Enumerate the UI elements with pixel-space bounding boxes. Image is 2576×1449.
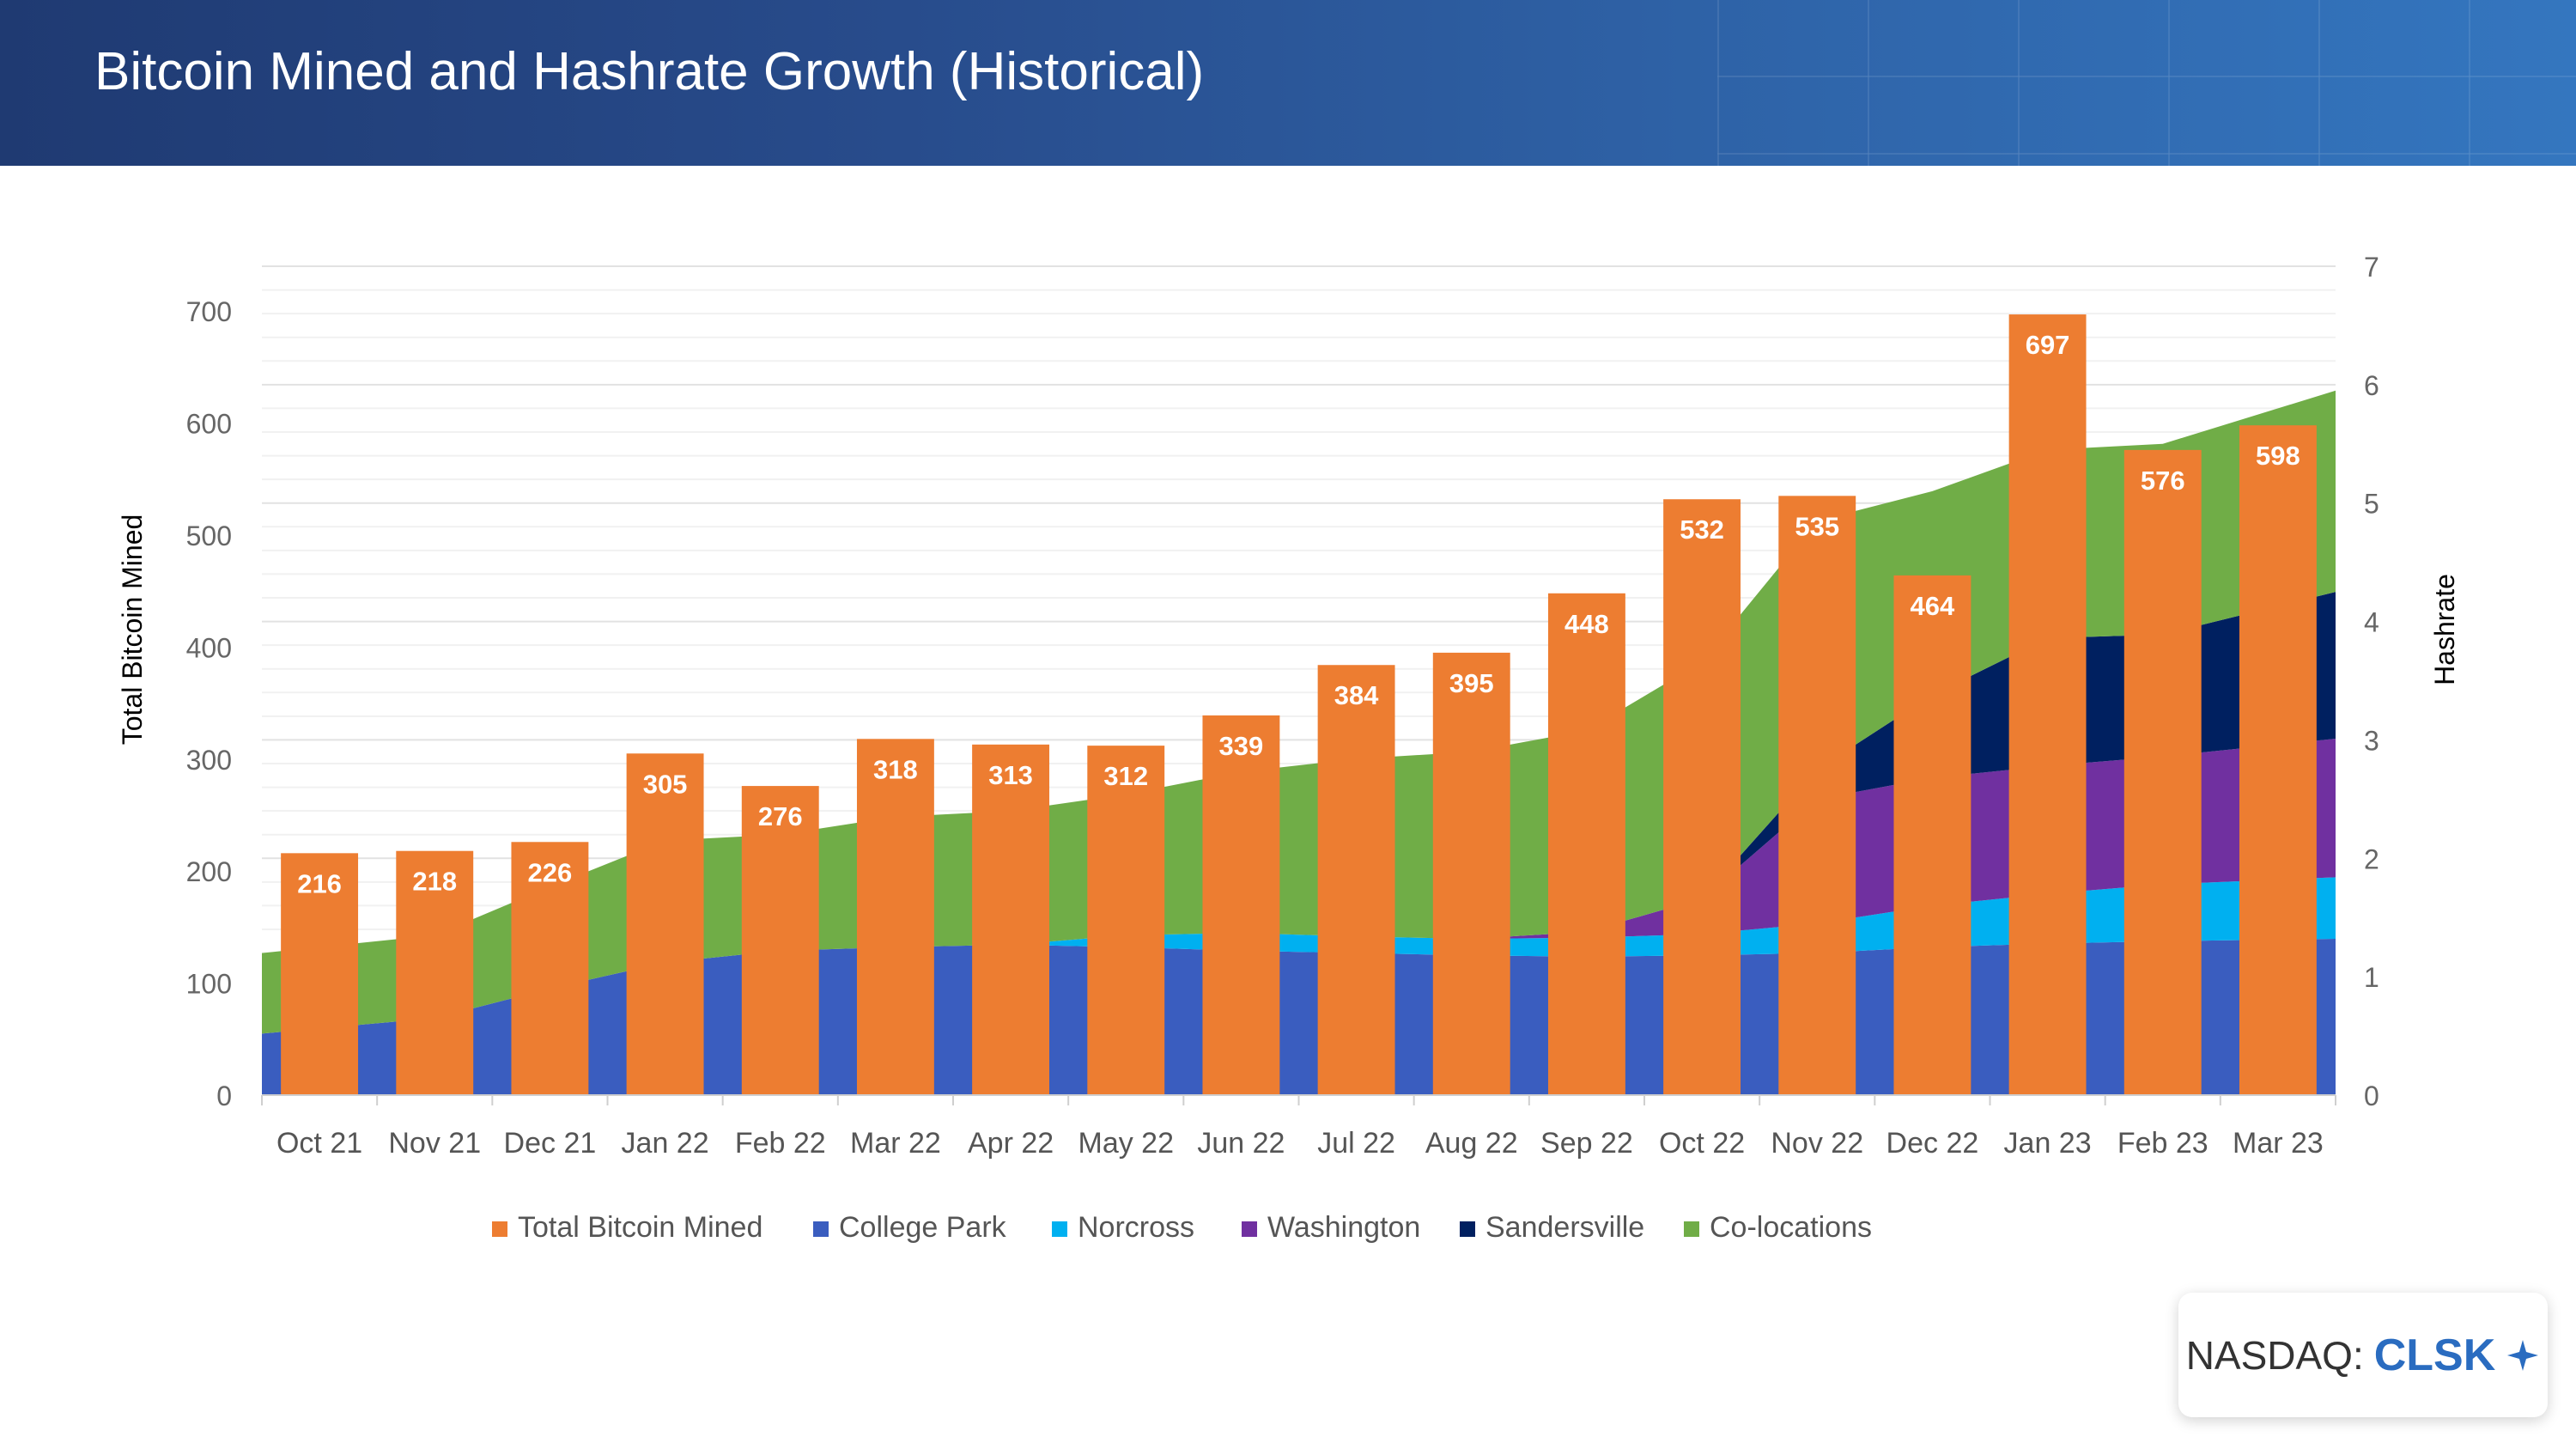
bar <box>2239 425 2317 1096</box>
y2-tick-label: 4 <box>2364 607 2379 638</box>
y-tick-label: 200 <box>186 856 232 887</box>
x-tick-label: Dec 22 <box>1886 1127 1979 1160</box>
bar <box>1317 665 1395 1095</box>
bar <box>2123 449 2202 1095</box>
legend-swatch <box>813 1221 829 1237</box>
x-tick-label: Sep 22 <box>1540 1127 1633 1160</box>
x-tick-label: Jan 22 <box>622 1127 709 1160</box>
header-pattern <box>1717 0 2576 166</box>
bar-data-label: 318 <box>873 754 918 784</box>
legend-swatch <box>492 1221 507 1237</box>
x-tick-label: May 22 <box>1078 1127 1175 1160</box>
legend-swatch <box>1242 1221 1257 1237</box>
x-tick-label: Jun 22 <box>1197 1127 1285 1160</box>
bar <box>1893 575 1971 1095</box>
bar <box>396 850 474 1095</box>
y2-tick-label: 1 <box>2364 962 2379 993</box>
exchange-label: NASDAQ: <box>2185 1332 2364 1378</box>
x-tick-label: Oct 22 <box>1659 1127 1745 1160</box>
legend-label: Total Bitcoin Mined <box>518 1211 762 1244</box>
bar-data-label: 276 <box>758 801 803 831</box>
bar <box>281 853 359 1095</box>
x-tick-label: Nov 21 <box>388 1127 481 1160</box>
bar-data-label: 305 <box>643 769 688 799</box>
bar <box>1202 715 1280 1095</box>
ticker-symbol: CLSK <box>2373 1330 2496 1380</box>
bar <box>1663 499 1741 1095</box>
bar-data-label: 339 <box>1219 731 1264 761</box>
y2-tick-label: 7 <box>2364 252 2379 283</box>
y2-tick-label: 6 <box>2364 370 2379 401</box>
bar <box>2008 314 2087 1095</box>
bar-data-label: 464 <box>1911 591 1955 621</box>
y2-tick-label: 2 <box>2364 843 2379 874</box>
legend-label: Norcross <box>1078 1211 1194 1244</box>
bar <box>1432 652 1510 1095</box>
bar <box>741 786 819 1095</box>
y-tick-label: 500 <box>186 521 232 551</box>
y2-tick-label: 0 <box>2364 1081 2379 1111</box>
bar <box>626 753 704 1095</box>
bar <box>1087 746 1165 1095</box>
x-tick-label: Jul 22 <box>1317 1127 1395 1160</box>
y2-axis-title: Hashrate <box>2429 574 2460 685</box>
x-tick-label: Jan 23 <box>2004 1127 2092 1160</box>
bar <box>511 842 589 1095</box>
bar-data-label: 384 <box>1334 680 1379 710</box>
bar <box>1778 496 1856 1095</box>
y-tick-label: 300 <box>186 745 232 776</box>
bar-data-label: 697 <box>2026 330 2070 360</box>
bar-data-label: 395 <box>1449 668 1494 698</box>
legend-label: Co-locations <box>1710 1211 1872 1244</box>
x-tick-label: Nov 22 <box>1771 1127 1863 1160</box>
header-banner: Bitcoin Mined and Hashrate Growth (Histo… <box>0 0 2576 166</box>
y-tick-label: 0 <box>216 1081 232 1111</box>
x-tick-label: Dec 21 <box>504 1127 597 1160</box>
ticker-badge: NASDAQ: CLSK <box>2178 1293 2548 1417</box>
legend-swatch <box>1460 1221 1475 1237</box>
x-tick-label: Feb 22 <box>735 1127 826 1160</box>
x-tick-label: Aug 22 <box>1425 1127 1518 1160</box>
y-axis-title: Total Bitcoin Mined <box>117 514 148 746</box>
bar-data-label: 218 <box>412 867 457 897</box>
bar-data-label: 216 <box>297 868 342 898</box>
x-tick-label: Mar 23 <box>2233 1127 2324 1160</box>
x-tick-label: Feb 23 <box>2117 1127 2208 1160</box>
legend-swatch <box>1052 1221 1067 1237</box>
bar-data-label: 313 <box>988 760 1033 790</box>
page-title: Bitcoin Mined and Hashrate Growth (Histo… <box>94 42 1205 101</box>
y-tick-label: 600 <box>186 409 232 440</box>
bar-data-label: 576 <box>2141 466 2185 496</box>
legend-label: Sandersville <box>1485 1211 1644 1244</box>
y2-tick-label: 5 <box>2364 489 2379 520</box>
legend-swatch <box>1684 1221 1699 1237</box>
y2-tick-label: 3 <box>2364 725 2379 756</box>
bar <box>972 744 1050 1095</box>
bar <box>856 739 934 1095</box>
sparkle-icon <box>2507 1339 2539 1371</box>
bar-data-label: 448 <box>1564 609 1609 639</box>
bar-data-label: 312 <box>1103 761 1148 791</box>
bar <box>1547 593 1625 1095</box>
bar-data-label: 226 <box>528 857 573 887</box>
x-tick-label: Mar 22 <box>850 1127 941 1160</box>
legend-label: College Park <box>839 1211 1007 1244</box>
y-tick-label: 700 <box>186 296 232 327</box>
y-tick-label: 100 <box>186 969 232 1000</box>
bar-data-label: 598 <box>2256 441 2300 471</box>
x-tick-label: Oct 21 <box>276 1127 362 1160</box>
bar-data-label: 535 <box>1795 511 1839 541</box>
bar-data-label: 532 <box>1680 514 1724 545</box>
y-tick-label: 400 <box>186 632 232 663</box>
legend-label: Washington <box>1267 1211 1420 1244</box>
x-tick-label: Apr 22 <box>968 1127 1054 1160</box>
